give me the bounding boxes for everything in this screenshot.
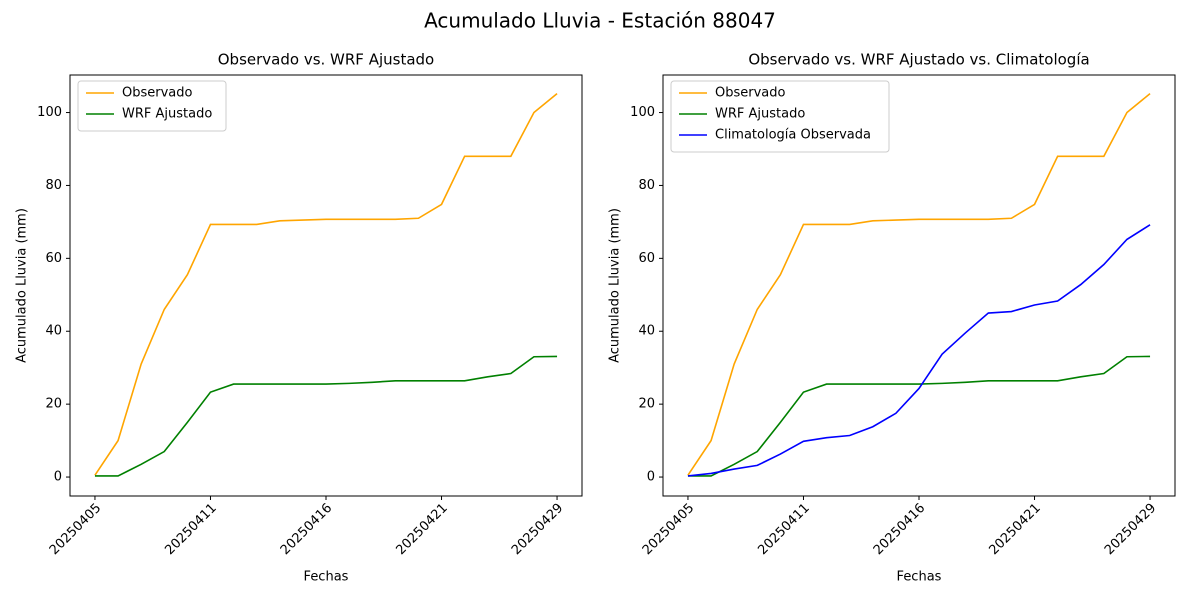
legend-label: Observado <box>715 86 786 101</box>
x-tick-label: 20250411 <box>162 501 219 558</box>
series-line <box>94 92 558 476</box>
legend-box <box>670 80 890 153</box>
y-tick-label: 40 <box>45 324 62 339</box>
y-tick-label: 80 <box>45 178 62 193</box>
x-tick-label: 20250411 <box>755 501 812 558</box>
x-axis-label: Fechas <box>897 570 942 585</box>
figure-title: Acumulado Lluvia - Estación 88047 <box>424 9 776 33</box>
y-tick-label: 0 <box>647 470 655 485</box>
legend-label: WRF Ajustado <box>715 107 805 122</box>
y-axis-label: Acumulado Lluvia (mm) <box>608 208 623 363</box>
y-tick-label: 100 <box>630 105 655 120</box>
x-tick-label: 20250416 <box>871 501 928 558</box>
x-tick-label: 20250405 <box>47 501 104 558</box>
axes-frame <box>69 74 583 497</box>
x-tick-label: 20250416 <box>278 501 335 558</box>
x-axis-label: Fechas <box>304 570 349 585</box>
y-tick-label: 20 <box>45 397 62 412</box>
legend-label: Climatología Observada <box>715 128 871 143</box>
y-axis-label: Acumulado Lluvia (mm) <box>15 208 30 363</box>
legend-label: WRF Ajustado <box>122 107 212 122</box>
x-tick-label: 20250421 <box>986 501 1043 558</box>
series-line <box>687 355 1151 477</box>
axes-frame <box>662 74 1176 497</box>
y-tick-label: 60 <box>45 251 62 266</box>
y-tick-label: 100 <box>37 105 62 120</box>
chart-title: Observado vs. WRF Ajustado <box>218 51 434 69</box>
x-tick-label: 20250429 <box>509 501 566 558</box>
x-tick-label: 20250405 <box>640 501 697 558</box>
y-tick-label: 20 <box>638 397 655 412</box>
x-tick-label: 20250429 <box>1102 501 1159 558</box>
y-tick-label: 80 <box>638 178 655 193</box>
series-line <box>94 355 558 477</box>
legend-label: Observado <box>122 86 193 101</box>
y-tick-label: 40 <box>638 324 655 339</box>
y-tick-label: 60 <box>638 251 655 266</box>
legend-box <box>77 80 227 132</box>
x-tick-label: 20250421 <box>393 501 450 558</box>
series-line <box>687 224 1151 477</box>
y-tick-label: 0 <box>54 470 62 485</box>
chart-title: Observado vs. WRF Ajustado vs. Climatolo… <box>748 51 1089 69</box>
series-line <box>687 92 1151 476</box>
